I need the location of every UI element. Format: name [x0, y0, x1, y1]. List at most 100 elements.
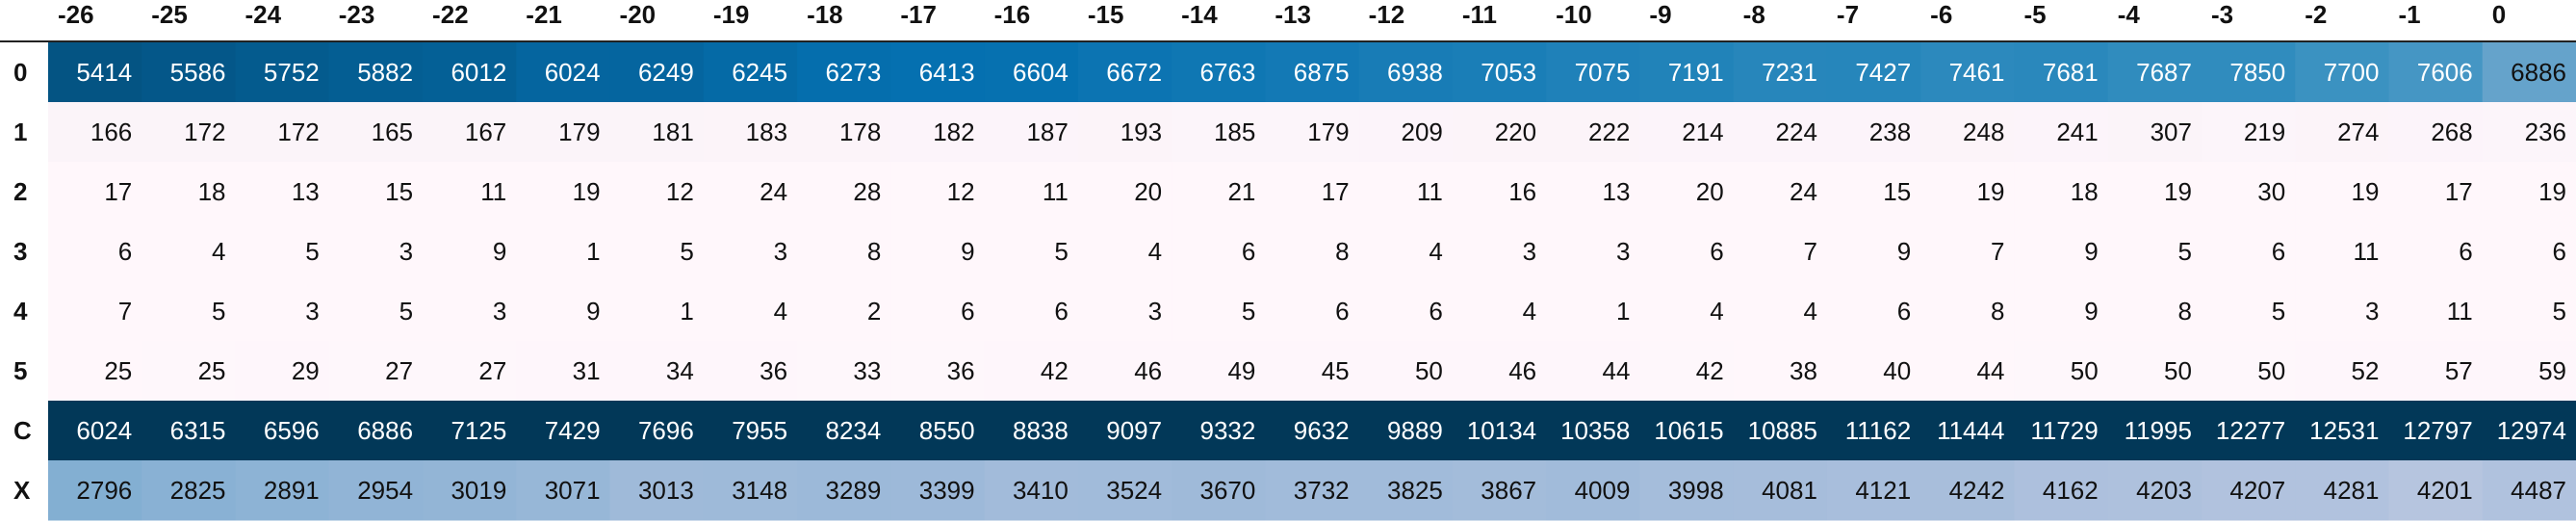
cell-value: 4 [1710, 297, 1723, 326]
heatmap-cell [1358, 222, 1454, 282]
cell-value: 33 [853, 356, 881, 385]
heatmap-cell [1265, 162, 1360, 222]
cell-value: 11995 [2125, 416, 2192, 445]
cell-value: 6672 [1106, 58, 1162, 87]
heatmap-cell [1546, 341, 1640, 402]
cell-value: 179 [558, 117, 600, 146]
cell-value: 7125 [451, 416, 506, 445]
column-header: -9 [1649, 0, 1671, 29]
heatmap-cell [1172, 162, 1266, 222]
heatmap-cell [703, 42, 798, 103]
heatmap-cell [2201, 42, 2296, 103]
cell-value: 10134 [1467, 416, 1536, 445]
heatmap-cell [1358, 162, 1454, 222]
heatmap-cell [984, 222, 1079, 282]
cell-value: 5 [1054, 237, 1068, 266]
column-header: -13 [1275, 0, 1311, 29]
cell-value: 4207 [2229, 476, 2285, 505]
cell-value: 25 [104, 356, 132, 385]
cell-value: 24 [760, 177, 787, 206]
cell-value: 8 [1991, 297, 2004, 326]
cell-value: 1 [680, 297, 693, 326]
cell-value: 42 [1696, 356, 1724, 385]
cell-value: 19 [2352, 177, 2380, 206]
heatmap-cell [1172, 401, 1266, 461]
heatmap-cell [797, 102, 891, 163]
row-header: X [13, 476, 31, 505]
cell-value: 4 [1803, 297, 1816, 326]
cell-value: 50 [2071, 356, 2099, 385]
cell-value: 30 [2257, 177, 2285, 206]
heatmap-cell [1639, 162, 1735, 222]
cell-value: 17 [2445, 177, 2473, 206]
heatmap-cell [2295, 222, 2389, 282]
column-header: -11 [1462, 0, 1497, 29]
column-header: 0 [2492, 0, 2506, 29]
cell-value: 19 [573, 177, 601, 206]
heatmap-cell [2201, 281, 2296, 342]
heatmap-cell [1546, 102, 1640, 163]
heatmap-cell [235, 460, 330, 521]
heatmap-cell [797, 42, 891, 103]
column-header: -16 [994, 0, 1031, 29]
cell-value: 165 [372, 117, 413, 146]
heatmap-cell [1920, 102, 2015, 163]
cell-value: 7231 [1762, 58, 1817, 87]
cell-value: 9 [2084, 237, 2098, 266]
cell-value: 6 [1054, 297, 1068, 326]
cell-value: 4203 [2136, 476, 2192, 505]
heatmap-cell [1077, 341, 1172, 402]
heatmap-cell [2014, 401, 2109, 461]
cell-value: 46 [1508, 356, 1536, 385]
heatmap-cell [890, 281, 986, 342]
cell-value: 3732 [1294, 476, 1350, 505]
heatmap-cell [1265, 42, 1360, 103]
cell-value: 11162 [1845, 416, 1911, 445]
heatmap-cell [328, 162, 424, 222]
heatmap-cell [142, 42, 237, 103]
cell-value: 29 [292, 356, 320, 385]
cell-value: 307 [2151, 117, 2192, 146]
cell-value: 3524 [1106, 476, 1162, 505]
column-header: -10 [1556, 0, 1592, 29]
cell-value: 219 [2244, 117, 2285, 146]
heatmap-cell [516, 460, 611, 521]
cell-value: 4009 [1575, 476, 1631, 505]
heatmap-cell [1639, 281, 1735, 342]
heatmap-cell [2014, 460, 2109, 521]
heatmap-cell [1546, 162, 1640, 222]
cell-value: 6315 [170, 416, 226, 445]
heatmap-cell [2482, 460, 2576, 521]
heatmap-cell [516, 162, 611, 222]
heatmap-cell [1358, 401, 1454, 461]
cell-value: 6 [961, 297, 974, 326]
cell-value: 7053 [1481, 58, 1536, 87]
heatmap-cell [1077, 460, 1172, 521]
cell-value: 46 [1134, 356, 1162, 385]
heatmap-cell [609, 162, 705, 222]
row-header: 2 [13, 177, 27, 206]
heatmap-cell [1826, 42, 1921, 103]
column-header: -18 [807, 0, 843, 29]
heatmap-cell [1077, 162, 1172, 222]
cell-value: 5 [2177, 237, 2191, 266]
heatmap-cell [2388, 102, 2484, 163]
cell-value: 6 [1429, 297, 1442, 326]
heatmap-cell [2295, 42, 2389, 103]
cell-value: 214 [1682, 117, 1723, 146]
heatmap-cell [1826, 222, 1921, 282]
heatmap-cell [2014, 162, 2109, 222]
column-header: -23 [339, 0, 375, 29]
cell-value: 4 [1523, 297, 1536, 326]
cell-value: 7429 [545, 416, 601, 445]
heatmap-cell [2388, 281, 2484, 342]
heatmap-cell [1733, 460, 1828, 521]
cell-value: 167 [465, 117, 506, 146]
heatmap-cell [1733, 222, 1828, 282]
heatmap-cell [2014, 102, 2109, 163]
heatmap-cell [516, 222, 611, 282]
cell-value: 52 [2352, 356, 2380, 385]
heatmap-cell [1452, 102, 1547, 163]
heatmap-cell [984, 162, 1079, 222]
heatmap-cell [2107, 162, 2202, 222]
